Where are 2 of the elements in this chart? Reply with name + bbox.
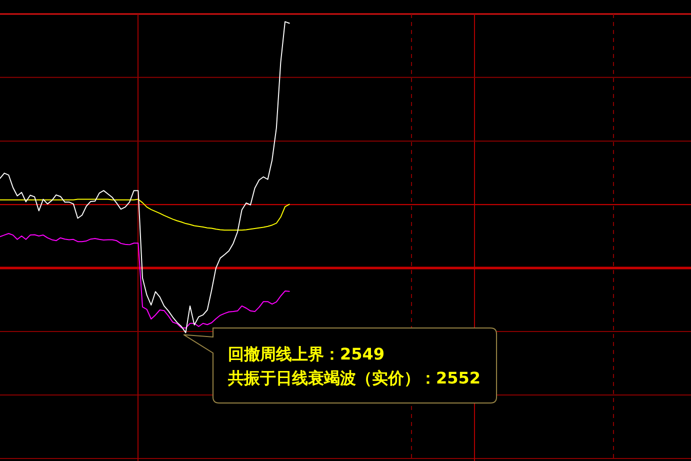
- text: 回撤周线上界：2549: [228, 344, 385, 364]
- text: 共振于日线衰竭波（实价）：2552: [227, 368, 481, 388]
